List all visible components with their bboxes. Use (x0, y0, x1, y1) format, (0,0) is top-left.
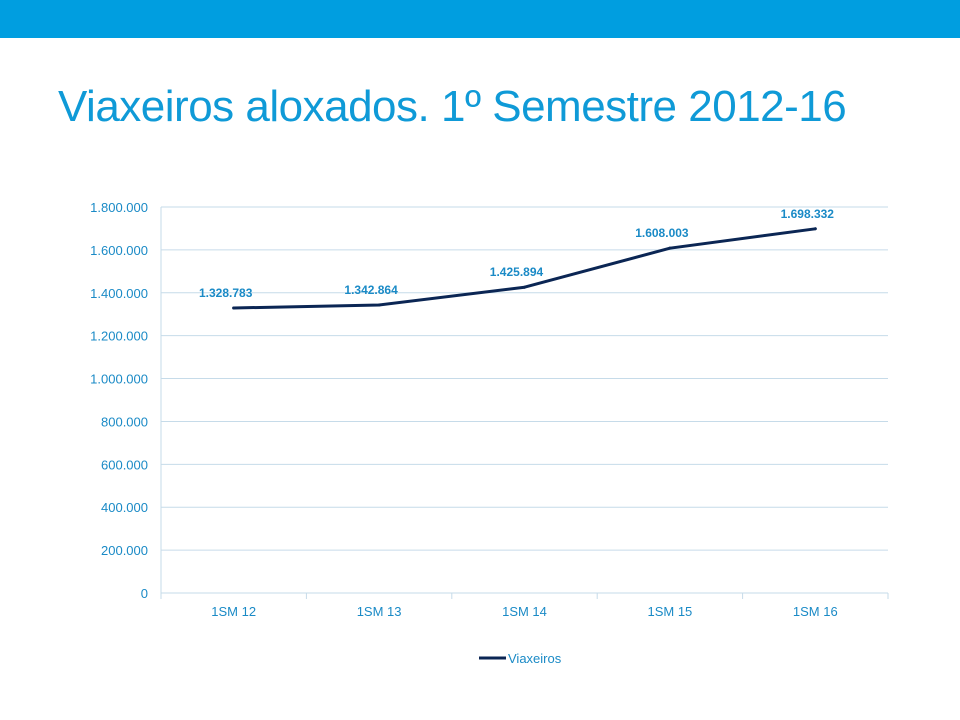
x-tick-label: 1SM 16 (793, 604, 838, 619)
data-point (523, 285, 526, 289)
y-tick-label: 400.000 (101, 500, 148, 515)
slide-title: Viaxeiros aloxados. 1º Semestre 2012-16 (58, 82, 847, 131)
x-tick-label: 1SM 14 (502, 604, 547, 619)
y-tick-label: 1.400.000 (90, 286, 148, 301)
data-label: 1.328.783 (199, 286, 253, 300)
data-label: 1.608.003 (635, 226, 689, 240)
top-accent-bar (0, 0, 960, 38)
y-tick-label: 600.000 (101, 457, 148, 472)
y-tick-label: 1.000.000 (90, 372, 148, 387)
x-tick-label: 1SM 15 (647, 604, 692, 619)
x-tick-label: 1SM 12 (211, 604, 256, 619)
data-label: 1.342.864 (344, 283, 398, 297)
y-tick-label: 1.200.000 (90, 329, 148, 344)
y-tick-label: 0 (141, 586, 148, 601)
data-point (377, 303, 381, 307)
data-point (232, 306, 236, 310)
y-tick-label: 1.600.000 (90, 243, 148, 258)
data-label: 1.698.332 (781, 207, 835, 221)
data-point (668, 246, 672, 250)
x-tick-label: 1SM 13 (357, 604, 402, 619)
y-tick-label: 1.800.000 (90, 200, 148, 215)
legend-label-viaxeiros: Viaxeiros (508, 651, 562, 666)
data-point (813, 227, 817, 231)
data-label: 1.425.894 (490, 265, 544, 279)
y-tick-label: 200.000 (101, 543, 148, 558)
y-tick-label: 800.000 (101, 414, 148, 429)
